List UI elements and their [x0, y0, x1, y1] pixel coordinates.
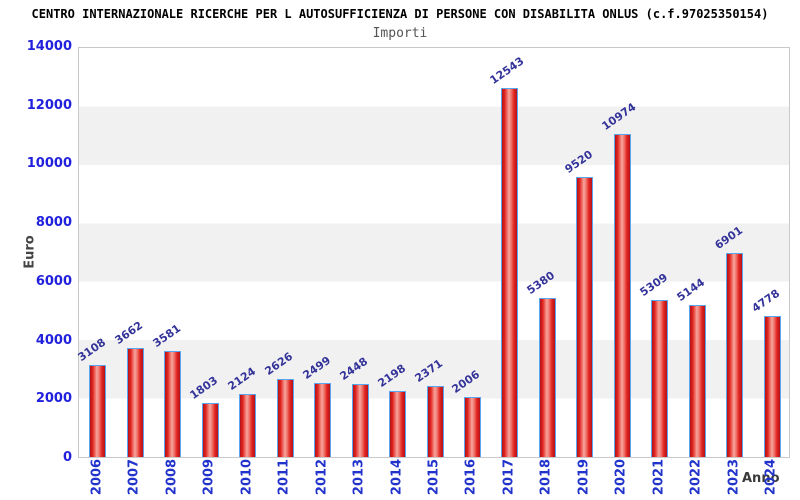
- bar: [126, 348, 144, 457]
- x-tick-label: 2011: [276, 458, 292, 496]
- bar: [501, 88, 519, 457]
- bar: [276, 379, 294, 457]
- bar-value-label: 1803: [187, 373, 221, 402]
- x-tick-label: 2006: [89, 458, 105, 496]
- chart-subtitle: Importi: [372, 26, 428, 41]
- y-tick-label: 4000: [35, 332, 72, 348]
- y-tick-label: 0: [62, 450, 72, 465]
- x-tick-label: 2013: [351, 458, 367, 496]
- x-tick-label: 2007: [126, 458, 142, 496]
- bar-value-label: 2448: [337, 354, 371, 383]
- x-tick-label: 2009: [201, 458, 217, 496]
- bar-value-label: 4778: [749, 286, 783, 315]
- x-tick-label: 2014: [389, 458, 405, 496]
- bar: [538, 298, 556, 457]
- x-tick-label: 2016: [463, 458, 479, 496]
- bar: [651, 300, 669, 457]
- bar-value-label: 5309: [637, 270, 670, 299]
- x-tick-label: 2023: [726, 458, 742, 496]
- x-tick-label: 2020: [613, 458, 629, 496]
- bar-value-label: 9520: [562, 147, 595, 176]
- bar: [613, 134, 631, 457]
- x-tick-label: 2021: [651, 458, 667, 496]
- bar-value-label: 2198: [375, 361, 408, 390]
- y-axis-title: Euro: [22, 235, 38, 269]
- x-tick-label: 2019: [576, 458, 592, 496]
- bar: [201, 403, 219, 457]
- bar-value-label: 5144: [674, 275, 708, 304]
- bar: [576, 177, 594, 457]
- x-tick-label: 2018: [538, 458, 554, 496]
- bar-value-label: 2371: [412, 356, 446, 385]
- x-tick-label: 2015: [426, 458, 442, 496]
- bar: [763, 316, 781, 457]
- y-tick-label: 12000: [26, 97, 72, 113]
- x-axis-title: Anno: [742, 471, 780, 486]
- bar-value-label: 6901: [712, 223, 745, 252]
- x-tick-label: 2017: [501, 458, 517, 496]
- y-tick-label: 6000: [35, 273, 72, 289]
- bar: [89, 365, 107, 457]
- bar: [426, 386, 444, 457]
- x-tick-label: 2010: [239, 458, 255, 496]
- bar-value-label: 2124: [225, 364, 258, 393]
- plot-area: 3108 3662 3581 1803 2124 2626 2499 2448 2198 2371…: [75, 47, 790, 458]
- bar-value-label: 3108: [75, 335, 108, 364]
- bar: [239, 394, 257, 457]
- y-tick-label: 10000: [26, 156, 72, 172]
- bar-value-label: 12543: [487, 54, 527, 87]
- bar-value-label: 3662: [112, 318, 146, 347]
- bar: [389, 391, 407, 457]
- bar-value-label: 2626: [262, 349, 296, 378]
- bar-value-label: 2006: [450, 367, 483, 396]
- x-tick-label: 2024: [763, 458, 779, 496]
- bar: [726, 253, 744, 457]
- bar-value-label: 10974: [599, 100, 639, 133]
- x-tick-label: 2012: [314, 458, 330, 496]
- bar-value-label: 3581: [150, 321, 183, 350]
- x-tick-label: 2022: [688, 458, 704, 496]
- y-tick-label: 8000: [35, 215, 72, 231]
- bar: [314, 383, 332, 457]
- bar-value-label: 5380: [524, 268, 558, 297]
- bar: [688, 305, 706, 457]
- bar: [463, 397, 481, 457]
- chart-title: CENTRO INTERNAZIONALE RICERCHE PER L AUT…: [31, 7, 769, 21]
- bar-value-label: 2499: [300, 353, 333, 382]
- bar: [351, 384, 369, 457]
- y-tick-label: 14000: [26, 39, 72, 54]
- y-tick-label: 2000: [35, 391, 72, 407]
- bar: [164, 351, 182, 457]
- x-tick-label: 2008: [164, 458, 180, 496]
